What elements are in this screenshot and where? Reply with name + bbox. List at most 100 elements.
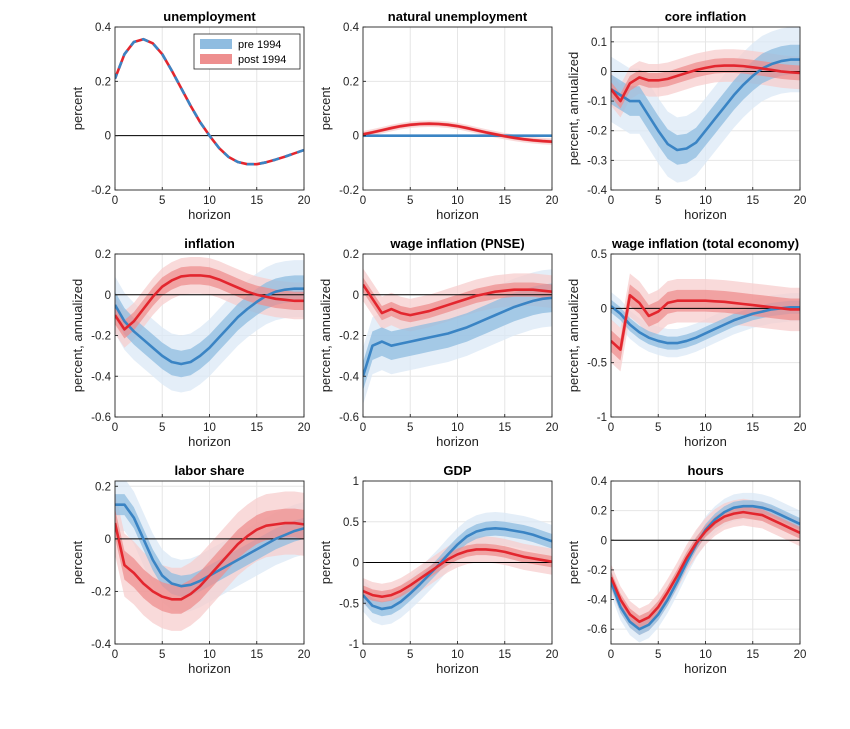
y-tick-label: -1 <box>349 639 359 651</box>
x-tick-label: 20 <box>794 649 807 661</box>
y-tick-label: -0.4 <box>587 595 607 607</box>
y-tick-label: 0 <box>353 558 359 570</box>
x-tick-label: 5 <box>655 195 661 207</box>
panel-title: wage inflation (total economy) <box>611 236 799 251</box>
x-tick-label: 15 <box>498 195 511 207</box>
x-tick-label: 10 <box>451 649 464 661</box>
x-tick-label: 15 <box>498 649 511 661</box>
x-tick-label: 15 <box>746 649 759 661</box>
x-tick-label: 20 <box>546 422 559 434</box>
post-1994-inner-band <box>115 266 304 339</box>
x-tick-label: 0 <box>608 422 614 434</box>
panel-title: labor share <box>174 463 244 478</box>
x-tick-label: 10 <box>203 649 216 661</box>
y-tick-label: 0.2 <box>343 76 359 88</box>
y-axis-label: percent <box>70 86 85 130</box>
panel-3: 0 5 10 15 20 -0.4 -0.3 -0.2 -0.1 0 0.1 core inflati… <box>566 9 806 222</box>
post-1994-outer-band <box>363 120 552 145</box>
y-tick-label: -0.1 <box>587 96 607 108</box>
x-tick-label: 5 <box>655 422 661 434</box>
post-1994-line <box>611 293 800 351</box>
data-layer <box>115 257 304 393</box>
pre-1994-line <box>115 37 304 166</box>
y-tick-label: -0.6 <box>339 412 359 424</box>
data-layer <box>611 492 800 643</box>
data-layer <box>115 481 304 631</box>
x-tick-label: 0 <box>112 195 118 207</box>
panel-6: 0 5 10 15 20 -1 -0.5 0 0.5 wage inflation (total … <box>566 236 806 449</box>
y-axis-label: percent <box>318 86 333 130</box>
x-tick-label: 5 <box>655 649 661 661</box>
post-1994-inner-band <box>363 543 552 603</box>
panel-title: natural unemployment <box>388 9 528 24</box>
y-tick-label: 0 <box>105 131 111 143</box>
x-tick-label: 20 <box>298 649 311 661</box>
y-axis-label: percent <box>566 540 581 584</box>
y-tick-label: 0 <box>601 535 607 547</box>
x-tick-label: 5 <box>159 195 165 207</box>
x-tick-label: 15 <box>746 195 759 207</box>
panel-5: 0 5 10 15 20 -0.6 -0.4 -0.2 0 0.2 wage inflation (… <box>318 236 558 449</box>
y-tick-label: 0.5 <box>591 249 607 261</box>
legend: pre 1994 post 1994 <box>193 33 301 70</box>
y-tick-label: 0.2 <box>95 76 111 88</box>
pre-1994-line <box>115 287 304 366</box>
y-tick-label: -0.5 <box>339 598 359 610</box>
legend-swatch-post-1994 <box>200 54 232 64</box>
panel-title: wage inflation (PNSE) <box>389 236 524 251</box>
x-axis-label: horizon <box>684 434 727 449</box>
y-tick-label: -0.2 <box>91 331 111 343</box>
y-tick-label: 0.4 <box>95 22 112 34</box>
x-tick-label: 20 <box>546 649 559 661</box>
x-tick-label: 15 <box>746 422 759 434</box>
data-layer <box>115 37 304 166</box>
x-axis-label: horizon <box>436 434 479 449</box>
y-tick-label: 0.2 <box>95 481 111 493</box>
y-tick-label: 0.1 <box>591 37 607 49</box>
x-tick-label: 20 <box>794 195 807 207</box>
post-1994-outer-band <box>611 498 800 636</box>
y-tick-label: 0.4 <box>343 22 360 34</box>
x-tick-label: 5 <box>407 649 413 661</box>
post-1994-line <box>363 122 552 143</box>
x-axis-label: horizon <box>436 207 479 222</box>
panel-9: 0 5 10 15 20 -0.6 -0.4 -0.2 0 0.2 0.4 hours horizon p… <box>566 463 806 676</box>
pre-1994-inner-band <box>115 494 304 597</box>
panel-title: unemployment <box>163 9 256 24</box>
post-1994-inner-band <box>611 284 800 361</box>
y-tick-label: 0 <box>105 290 111 302</box>
x-tick-label: 10 <box>451 422 464 434</box>
y-tick-label: -0.2 <box>91 185 111 197</box>
y-axis-label: percent <box>70 540 85 584</box>
y-tick-label: -1 <box>597 412 607 424</box>
x-tick-label: 20 <box>298 195 311 207</box>
x-tick-label: 20 <box>298 422 311 434</box>
y-tick-label: 0.5 <box>343 517 359 529</box>
y-tick-label: -0.6 <box>91 412 111 424</box>
y-tick-label: -0.2 <box>339 185 359 197</box>
y-tick-label: -0.2 <box>587 565 607 577</box>
x-tick-label: 0 <box>360 195 366 207</box>
x-tick-label: 10 <box>699 195 712 207</box>
data-layer <box>363 268 552 405</box>
panel-7: 0 5 10 15 20 -0.4 -0.2 0 0.2 labor share horizon pe… <box>70 463 310 676</box>
x-axis-label: horizon <box>188 207 231 222</box>
x-tick-label: 10 <box>451 195 464 207</box>
post-1994-inner-band <box>363 277 552 323</box>
x-tick-label: 15 <box>250 195 263 207</box>
x-axis-label: horizon <box>188 434 231 449</box>
y-tick-label: -0.4 <box>91 639 111 651</box>
x-tick-label: 15 <box>498 422 511 434</box>
y-tick-label: -0.6 <box>587 624 607 636</box>
panel-title: GDP <box>443 463 472 478</box>
panel-1: 0 5 10 15 20-0.200.20.4unemploymenthorizonpe… <box>70 9 310 222</box>
post-1994-inner-band <box>611 58 800 109</box>
data-layer <box>611 273 800 372</box>
x-tick-label: 15 <box>250 422 263 434</box>
x-tick-label: 5 <box>407 422 413 434</box>
x-axis-label: horizon <box>188 661 231 676</box>
x-tick-label: 0 <box>608 195 614 207</box>
y-tick-label: -0.2 <box>339 331 359 343</box>
y-tick-label: -0.3 <box>587 155 607 167</box>
